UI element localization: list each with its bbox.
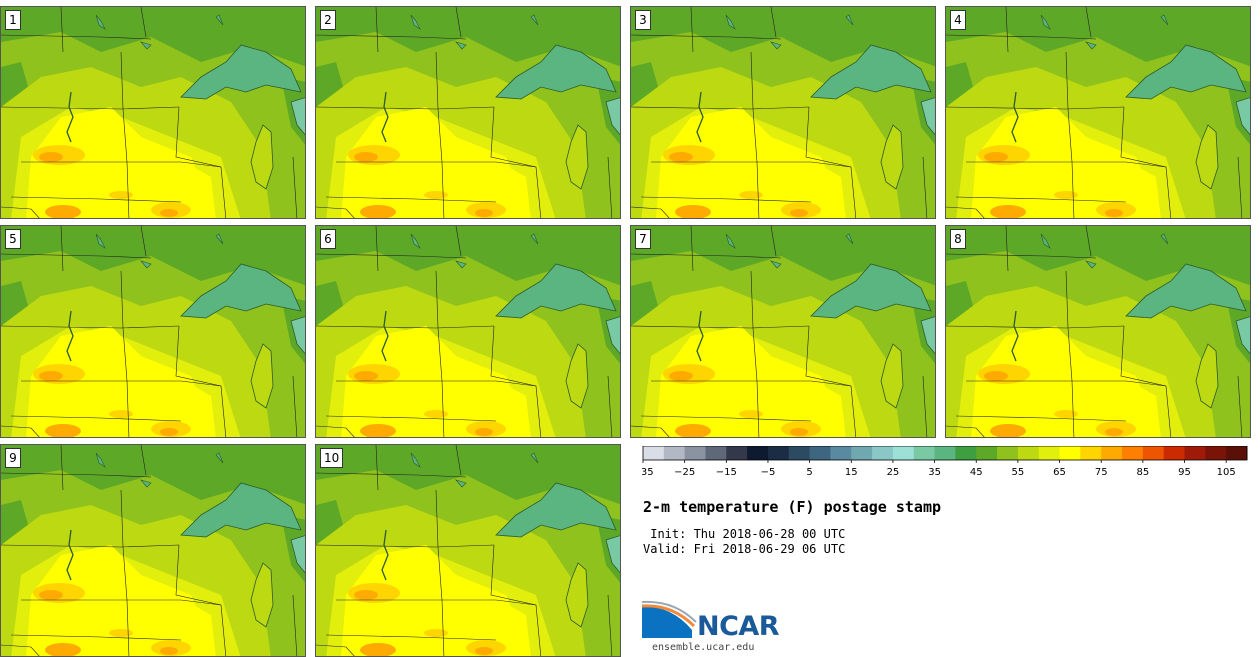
panel-number: 4 [950, 10, 966, 30]
colorbar-swatch [1205, 446, 1227, 460]
colorbar-swatch [809, 446, 831, 460]
colorbar-swatch [747, 446, 769, 460]
colorbar-tick-label: 75 [1095, 467, 1108, 478]
colorbar-swatch [1017, 446, 1040, 460]
temperature-map [316, 7, 620, 218]
map-panel-3: 3 [630, 6, 936, 219]
colorbar-tick-label: 85 [1136, 467, 1149, 478]
colorbar-tick-label: 15 [845, 467, 858, 478]
map-panel-5: 5 [0, 225, 306, 438]
panel-number: 2 [320, 10, 336, 30]
panel-number: 7 [635, 229, 651, 249]
plot-title: 2-m temperature (F) postage stamp [643, 498, 942, 516]
colorbar-swatch [851, 446, 873, 460]
temperature-map [1, 445, 305, 656]
colorbar-frame [642, 446, 1248, 461]
panel-number: 6 [320, 229, 336, 249]
colorbar-swatch [1142, 446, 1165, 460]
colorbar-swatch [1080, 446, 1102, 460]
temperature-map [946, 7, 1250, 218]
map-panel-1: 1 [0, 6, 306, 219]
colorbar-swatch [663, 446, 686, 460]
colorbar-swatch [767, 446, 790, 460]
valid-time: Valid: Fri 2018-06-29 06 UTC [643, 542, 846, 556]
colorbar-swatch [1163, 446, 1186, 460]
colorbar-tick-label: 45 [970, 467, 983, 478]
colorbar-tick-label: 65 [1053, 467, 1066, 478]
colorbar-tick-label: 55 [1012, 467, 1025, 478]
colorbar-swatch [684, 446, 706, 460]
colorbar-tick-label: 105 [1217, 467, 1236, 478]
colorbar-tick-label: −15 [716, 467, 737, 478]
map-panel-2: 2 [315, 6, 621, 219]
colorbar-tick-label: 35 [928, 467, 941, 478]
ncar-logo-icon [642, 600, 697, 638]
init-time: Init: Thu 2018-06-28 00 UTC [643, 527, 846, 541]
temperature-map [946, 226, 1250, 437]
colorbar-swatch [643, 446, 665, 460]
colorbar-swatch [934, 446, 956, 460]
colorbar-swatch [788, 446, 811, 460]
colorbar-swatch [1122, 446, 1144, 460]
colorbar-swatch [1038, 446, 1061, 460]
colorbar-tick-label: −35 [642, 467, 654, 478]
colorbar-swatch [1226, 446, 1248, 460]
map-panel-9: 9 [0, 444, 306, 657]
map-panel-10: 10 [315, 444, 621, 657]
colorbar-swatch [726, 446, 748, 460]
map-panel-7: 7 [630, 225, 936, 438]
temperature-map [631, 7, 935, 218]
colorbar-swatch [830, 446, 852, 460]
colorbar-swatch [892, 446, 915, 460]
temperature-map [1, 7, 305, 218]
colorbar-tick-label: 5 [806, 467, 812, 478]
logo-url: ensemble.ucar.edu [652, 642, 755, 653]
colorbar-swatch [872, 446, 894, 460]
colorbar-swatch [1184, 446, 1206, 460]
map-panel-8: 8 [945, 225, 1251, 438]
temperature-map [316, 226, 620, 437]
temperature-map [316, 445, 620, 656]
colorbar-swatch [913, 446, 936, 460]
map-panel-6: 6 [315, 225, 621, 438]
colorbar-tick-label: −25 [674, 467, 695, 478]
colorbar-tick-label: −5 [761, 467, 776, 478]
logo-name: NCAR [697, 611, 780, 642]
colorbar-swatch [1101, 446, 1123, 460]
panel-number: 1 [5, 10, 21, 30]
colorbar-swatch [976, 446, 998, 460]
colorbar-swatch [955, 446, 977, 460]
temperature-map [631, 226, 935, 437]
colorbar-swatch [705, 446, 727, 460]
colorbar-swatch [997, 446, 1019, 460]
panel-number: 8 [950, 229, 966, 249]
colorbar-tick-label: 95 [1178, 467, 1191, 478]
panel-number: 3 [635, 10, 651, 30]
panel-number: 9 [5, 448, 21, 468]
colorbar-tick-label: 25 [887, 467, 900, 478]
map-panel-4: 4 [945, 6, 1251, 219]
temperature-colorbar: −35−25−15−55152535455565758595105115 [642, 446, 1248, 478]
panel-number: 5 [5, 229, 21, 249]
temperature-map [1, 226, 305, 437]
panel-number: 10 [320, 448, 344, 468]
colorbar-swatch [1059, 446, 1081, 460]
